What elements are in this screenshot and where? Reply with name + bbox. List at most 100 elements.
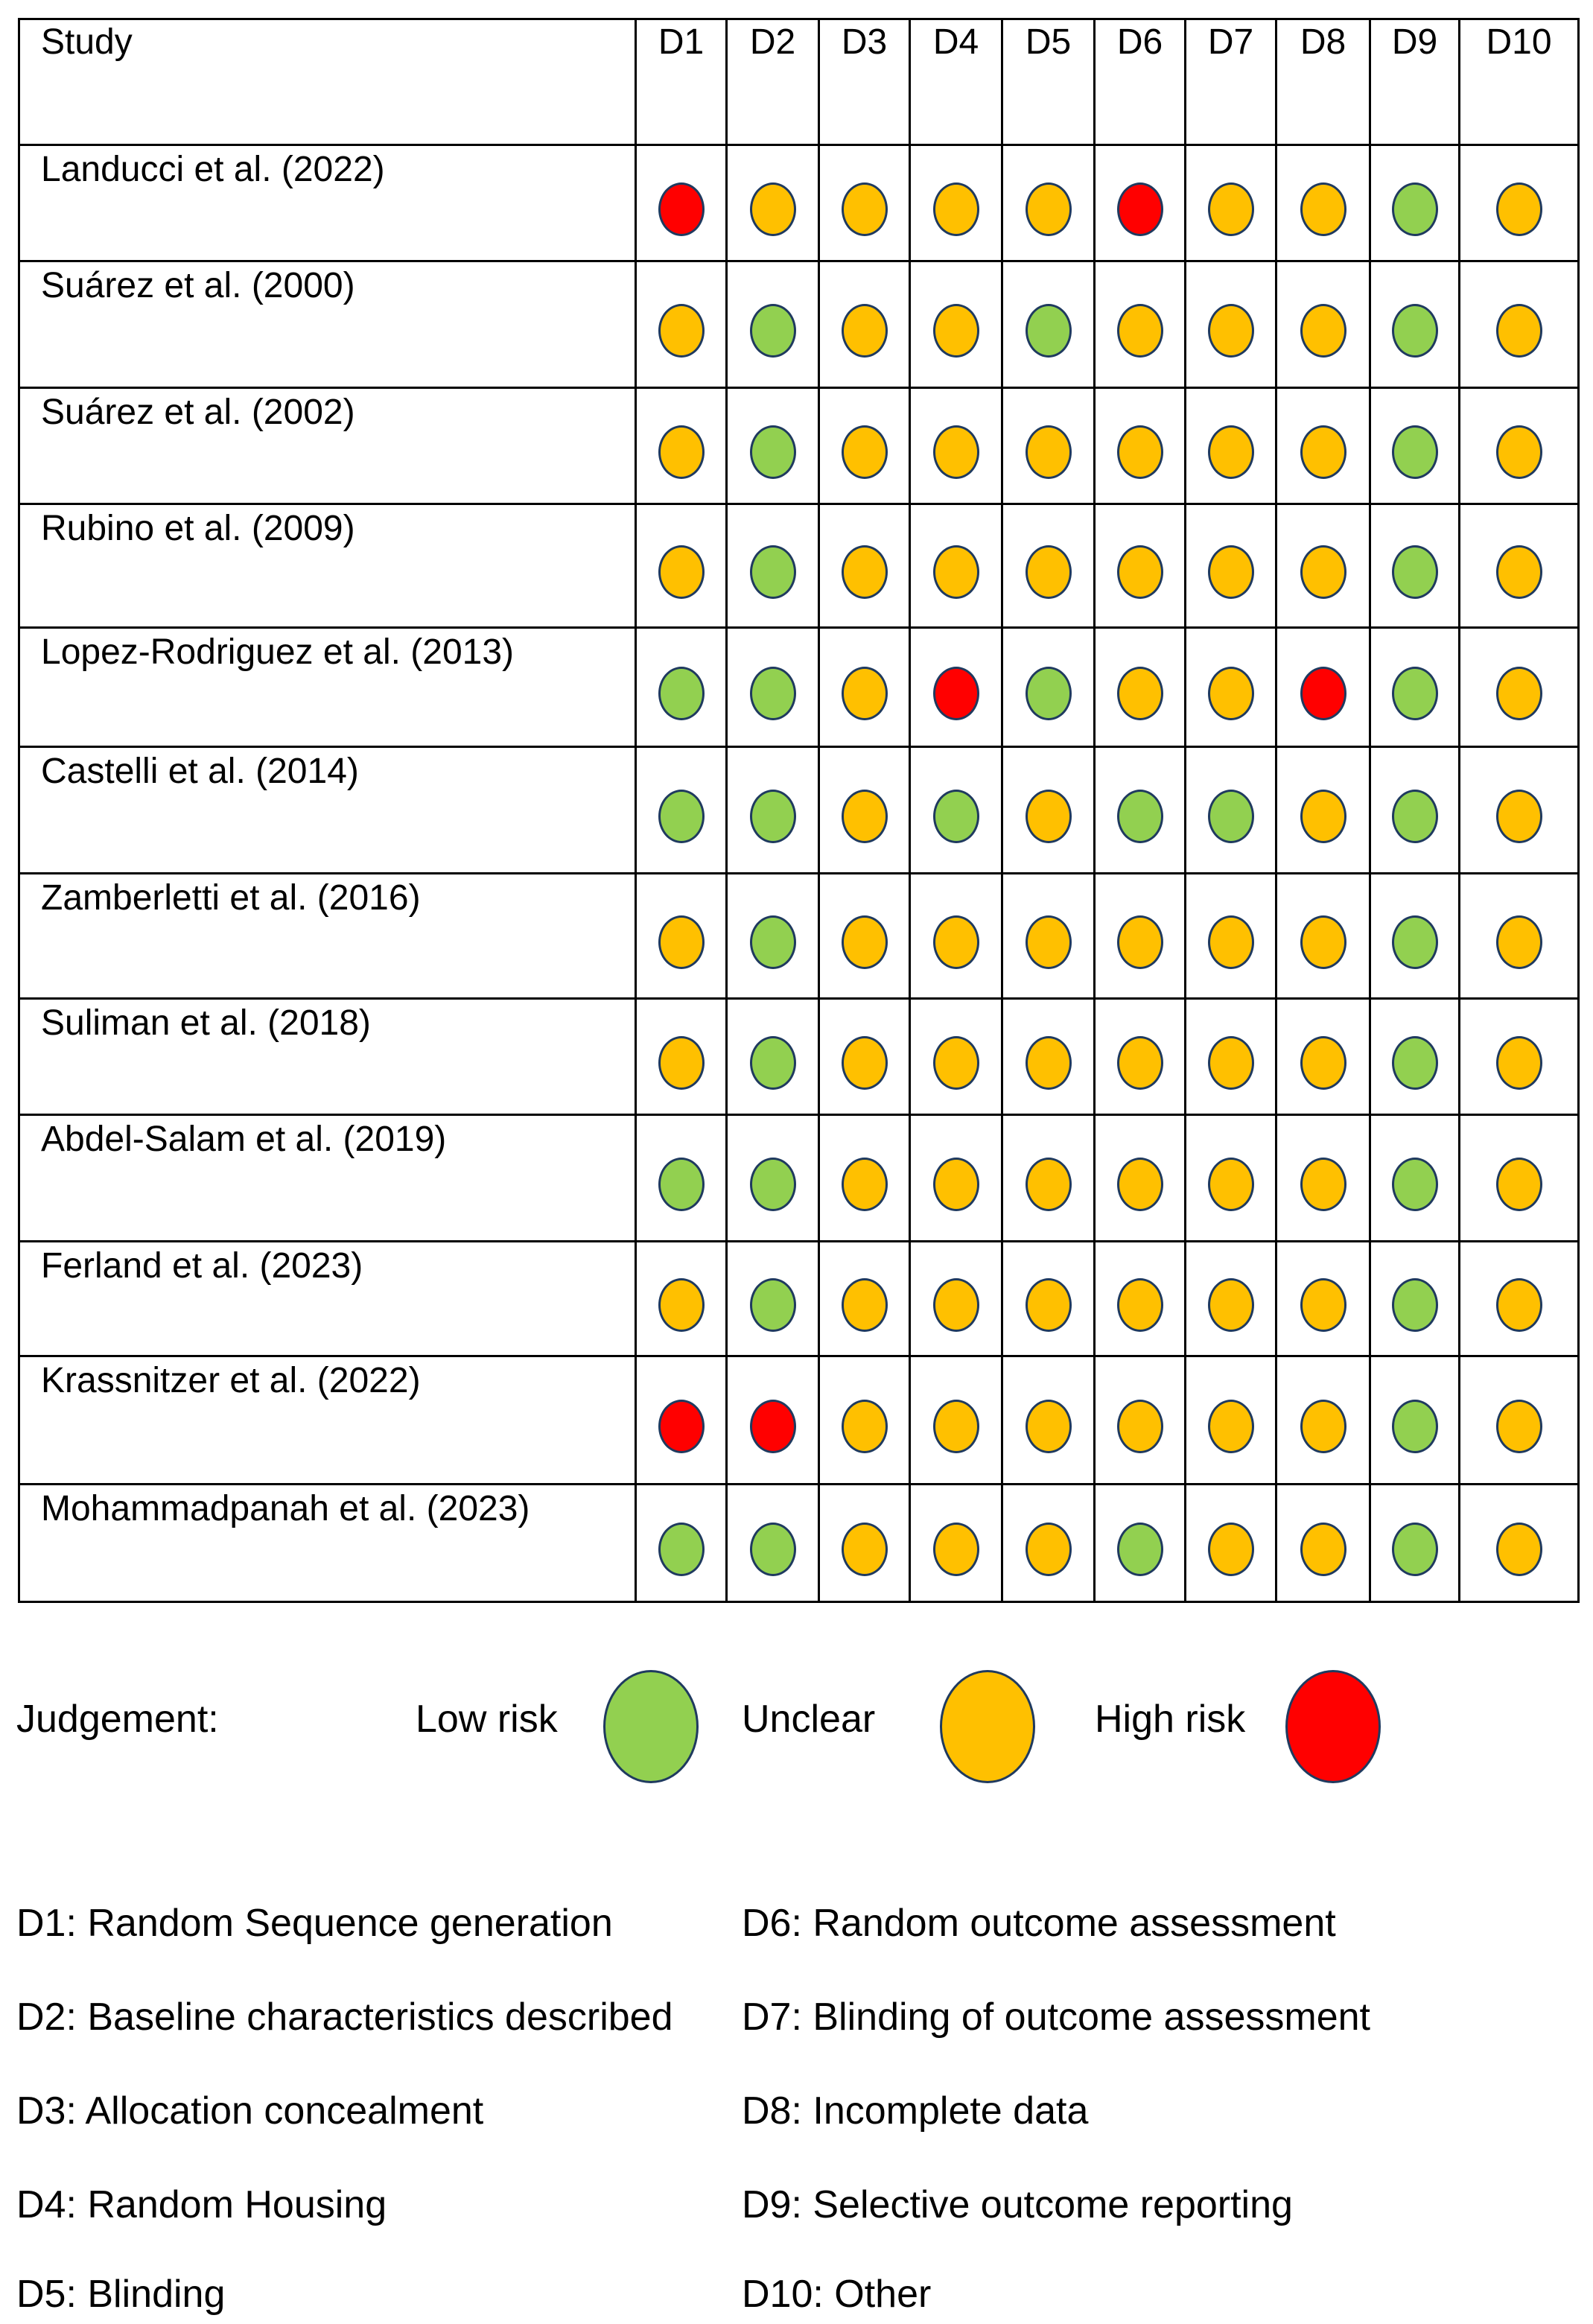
judgement-cell-d1 [635, 997, 728, 1116]
table-body: Landucci et al. (2022) Suárez et al. (200… [18, 144, 1580, 1603]
judgement-cell-d1 [635, 746, 728, 874]
judgement-cell-d3 [818, 746, 911, 874]
judgement-cell-d1 [635, 1114, 728, 1242]
judgement-dot-unclear [658, 425, 705, 479]
judgement-dot-unclear [1025, 182, 1072, 236]
judgement-dot-unclear [1025, 1157, 1072, 1211]
judgement-dot-unclear [749, 182, 796, 236]
domain-header-d2: D2 [725, 18, 820, 146]
judgement-dot-unclear [1025, 425, 1072, 479]
judgement-cell-d1 [635, 503, 728, 629]
legend-label-unclear: Unclear [742, 1698, 876, 1741]
judgement-cell-d8 [1275, 1355, 1371, 1485]
judgement-dot-low [1391, 1277, 1438, 1332]
judgement-cell-d2 [725, 1114, 820, 1242]
table-row: Landucci et al. (2022) [18, 144, 1580, 262]
judgement-dot-unclear [1025, 915, 1072, 969]
judgement-dot-unclear [1495, 915, 1542, 969]
domain-header-d4: D4 [909, 18, 1003, 146]
study-name: Zamberletti et al. (2016) [18, 872, 637, 1000]
judgement-dot-unclear [1207, 1277, 1254, 1332]
judgement-cell-d1 [635, 626, 728, 748]
judgement-dot-unclear [932, 545, 979, 599]
judgement-dot-unclear [1495, 303, 1542, 358]
judgement-dot-low [749, 545, 796, 599]
domain-definition-d4: D4: Random Housing [16, 2183, 387, 2226]
judgement-cell-d3 [818, 503, 911, 629]
judgement-cell-d6 [1093, 872, 1186, 1000]
judgement-cell-d9 [1369, 872, 1460, 1000]
judgement-cell-d6 [1093, 997, 1186, 1116]
judgement-cell-d4 [909, 144, 1003, 262]
judgement-cell-d9 [1369, 144, 1460, 262]
judgement-dot-unclear [1207, 1157, 1254, 1211]
judgement-cell-d7 [1184, 1483, 1277, 1603]
judgement-dot-unclear [658, 1035, 705, 1090]
judgement-dot-unclear [1495, 789, 1542, 843]
judgement-dot-unclear [932, 303, 979, 358]
domain-header-d6: D6 [1093, 18, 1186, 146]
judgement-dot-unclear [658, 545, 705, 599]
study-name: Ferland et al. (2023) [18, 1240, 637, 1357]
judgement-cell-d4 [909, 1483, 1003, 1603]
judgement-dot-unclear [658, 303, 705, 358]
study-column-header: Study [18, 18, 637, 146]
judgement-cell-d3 [818, 387, 911, 505]
judgement-cell-d10 [1458, 1355, 1580, 1485]
study-name: Suliman et al. (2018) [18, 997, 637, 1116]
judgement-dot-high [932, 666, 979, 720]
domain-definition-d7: D7: Blinding of outcome assessment [742, 1996, 1370, 2039]
legend-label-high: High risk [1095, 1698, 1246, 1741]
judgement-cell-d2 [725, 387, 820, 505]
judgement-dot-low [1391, 915, 1438, 969]
table-row: Krassnitzer et al. (2022) [18, 1355, 1580, 1485]
judgement-cell-d4 [909, 1114, 1003, 1242]
judgement-dot-low [1391, 182, 1438, 236]
judgement-dot-unclear [1300, 303, 1346, 358]
judgement-dot-low [1025, 303, 1072, 358]
judgement-dot-unclear [932, 915, 979, 969]
judgement-dot-low [1391, 1035, 1438, 1090]
judgement-cell-d9 [1369, 503, 1460, 629]
judgement-cell-d3 [818, 260, 911, 389]
judgement-cell-d10 [1458, 872, 1580, 1000]
judgement-cell-d6 [1093, 1483, 1186, 1603]
judgement-dot-unclear [1300, 182, 1346, 236]
judgement-cell-d3 [818, 1240, 911, 1357]
judgement-dot-low [1116, 1522, 1163, 1576]
judgement-cell-d5 [1001, 1483, 1096, 1603]
judgement-dot-high [658, 1399, 705, 1453]
judgement-dot-unclear [1025, 545, 1072, 599]
judgement-legend: Judgement: Low risk Unclear High risk [0, 1654, 1593, 1788]
judgement-cell-d8 [1275, 144, 1371, 262]
judgement-cell-d7 [1184, 260, 1277, 389]
judgement-dot-unclear [1300, 789, 1346, 843]
judgement-dot-unclear [841, 1277, 888, 1332]
judgement-cell-d5 [1001, 1240, 1096, 1357]
judgement-cell-d7 [1184, 1114, 1277, 1242]
judgement-cell-d8 [1275, 503, 1371, 629]
table-row: Suárez et al. (2000) [18, 260, 1580, 389]
judgement-dot-unclear [1025, 1522, 1072, 1576]
judgement-cell-d10 [1458, 1114, 1580, 1242]
domain-definitions: D1: Random Sequence generation D2: Basel… [0, 1885, 1593, 2317]
judgement-cell-d6 [1093, 503, 1186, 629]
table-row: Abdel-Salam et al. (2019) [18, 1114, 1580, 1242]
judgement-dot-low [658, 789, 705, 843]
judgement-cell-d9 [1369, 997, 1460, 1116]
judgement-cell-d10 [1458, 1483, 1580, 1603]
judgement-dot-unclear [1207, 915, 1254, 969]
judgement-dot-low [749, 789, 796, 843]
judgement-cell-d7 [1184, 1355, 1277, 1485]
judgement-dot-unclear [1495, 182, 1542, 236]
judgement-dot-low [658, 1157, 705, 1211]
judgement-dot-low [1391, 1157, 1438, 1211]
judgement-dot-unclear [1300, 545, 1346, 599]
judgement-cell-d7 [1184, 997, 1277, 1116]
judgement-cell-d6 [1093, 626, 1186, 748]
judgement-cell-d8 [1275, 1114, 1371, 1242]
domain-definition-d10: D10: Other [742, 2273, 932, 2316]
judgement-cell-d10 [1458, 144, 1580, 262]
judgement-cell-d5 [1001, 872, 1096, 1000]
judgement-dot-low [1116, 789, 1163, 843]
